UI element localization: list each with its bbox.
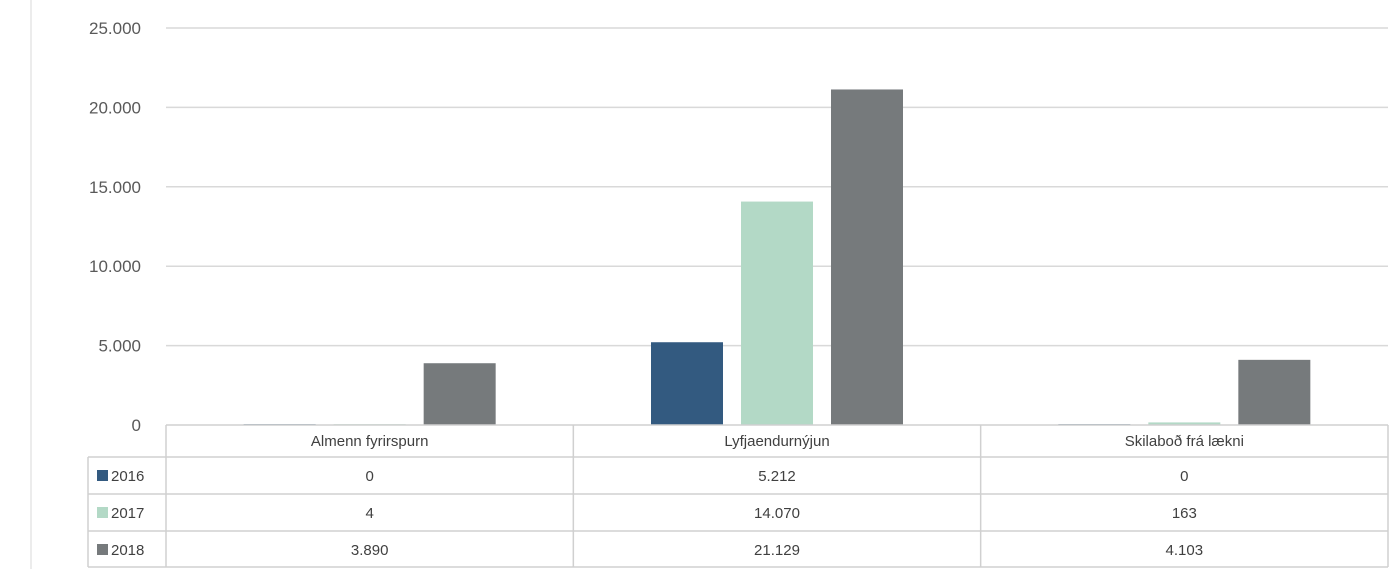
legend-swatch-2017 bbox=[97, 507, 108, 518]
table-cell-value: 0 bbox=[1180, 468, 1188, 485]
bar-2017-3 bbox=[1148, 422, 1221, 425]
table-cell-value: 0 bbox=[365, 468, 373, 485]
table-cell-value: 4 bbox=[365, 505, 373, 522]
bar-2018-3 bbox=[1238, 359, 1311, 425]
y-tick-label: 15.000 bbox=[89, 178, 141, 197]
y-tick-label: 10.000 bbox=[89, 257, 141, 276]
bar-2018-1 bbox=[423, 363, 496, 425]
y-tick-label: 5.000 bbox=[98, 337, 141, 356]
table-cell-value: 21.129 bbox=[754, 542, 800, 559]
category-label: Skilaboð frá lækni bbox=[1125, 433, 1244, 450]
y-tick-label: 0 bbox=[132, 416, 141, 435]
legend-swatch-2016 bbox=[97, 470, 108, 481]
table-cell-value: 4.103 bbox=[1166, 542, 1204, 559]
legend-swatch-2018 bbox=[97, 544, 108, 555]
bars bbox=[243, 89, 1311, 425]
bar-2018-2 bbox=[831, 89, 903, 425]
legend-label-2018: 2018 bbox=[111, 542, 144, 559]
category-label: Almenn fyrirspurn bbox=[311, 433, 429, 450]
y-tick-label: 20.000 bbox=[89, 98, 141, 117]
table-cell-value: 5.212 bbox=[758, 468, 796, 485]
table-cell-value: 3.890 bbox=[351, 542, 389, 559]
bar-2016-2 bbox=[651, 342, 723, 425]
legend-label-2017: 2017 bbox=[111, 505, 144, 522]
data-table: Almenn fyrirspurn Lyfjaendurnýjun Skilaboð… bbox=[87, 424, 1389, 568]
table-cell-value: 163 bbox=[1172, 505, 1197, 522]
legend-label-2016: 2016 bbox=[111, 468, 144, 485]
category-label: Lyfjaendurnýjun bbox=[724, 433, 829, 450]
y-axis-ticks: 0 5.000 10.000 15.000 20.000 25.000 bbox=[89, 19, 141, 435]
y-tick-label: 25.000 bbox=[89, 19, 141, 38]
bar-2017-2 bbox=[741, 201, 813, 425]
table-cell-value: 14.070 bbox=[754, 505, 800, 522]
